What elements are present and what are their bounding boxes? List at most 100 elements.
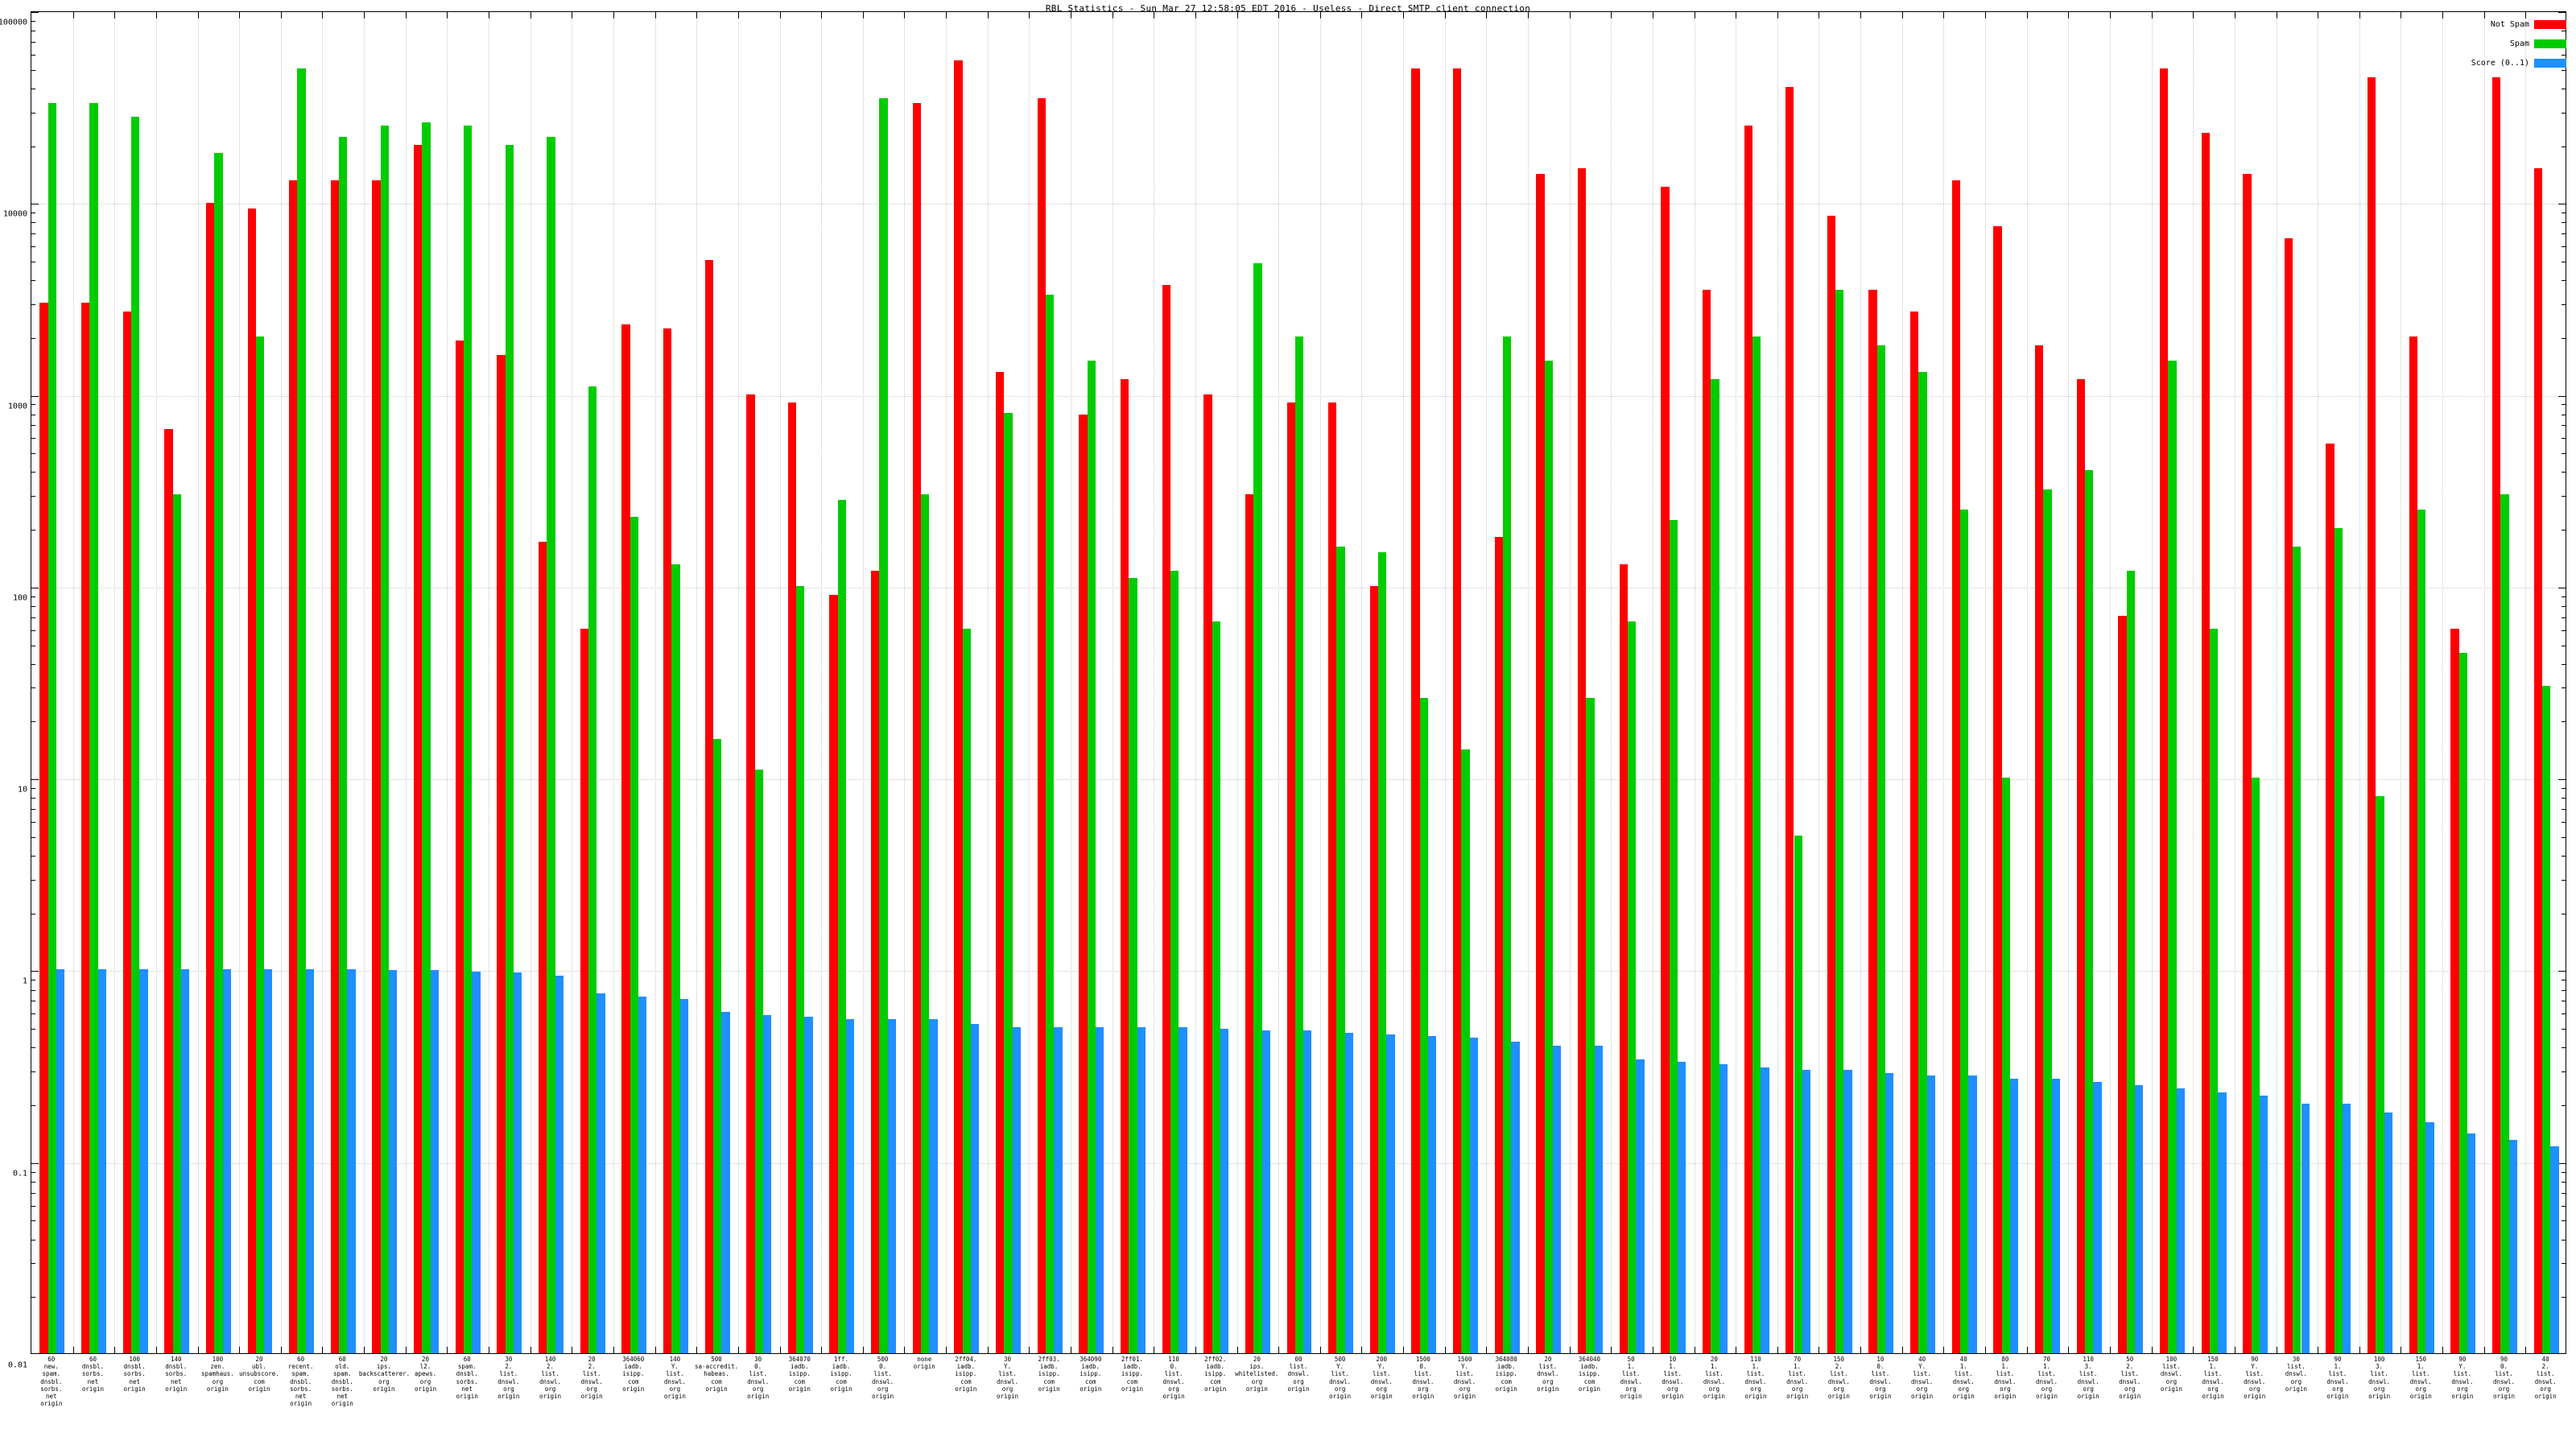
x-axis-tick-top bbox=[280, 12, 282, 19]
x-axis-tick-label: 100 list. dnswl. org origin bbox=[2160, 1356, 2182, 1393]
x-axis-tick bbox=[2442, 1347, 2444, 1353]
y-axis-tick-minor bbox=[31, 69, 35, 71]
bar-notspam bbox=[1245, 494, 1254, 1353]
bar-spam bbox=[1835, 289, 1844, 1353]
y-axis-tick-major bbox=[31, 971, 39, 972]
y-axis-tick-minor bbox=[31, 617, 35, 618]
y-axis-tick-minor bbox=[2562, 836, 2566, 838]
x-axis-tick-label: 2ff02. iadb. isipp. com origin bbox=[1204, 1356, 1227, 1393]
bar-spam bbox=[921, 494, 930, 1353]
bar-score bbox=[1926, 1075, 1936, 1353]
gridline-vertical bbox=[779, 12, 781, 1353]
gridline-vertical bbox=[1985, 12, 1987, 1353]
x-axis-tick-top bbox=[2483, 12, 2485, 19]
bar-notspam bbox=[621, 324, 630, 1353]
bar-spam bbox=[547, 136, 555, 1353]
gridline-vertical bbox=[737, 12, 739, 1353]
bar-spam bbox=[1419, 698, 1429, 1353]
x-axis-tick bbox=[280, 1347, 282, 1353]
x-axis-tick-top bbox=[2359, 12, 2360, 19]
x-axis-tick bbox=[1777, 1347, 1778, 1353]
x-axis-tick-top bbox=[364, 12, 365, 19]
gridline-vertical bbox=[1777, 12, 1778, 1353]
y-axis-tick-minor bbox=[31, 989, 35, 991]
x-axis-tick-label: 90 Y. list. dnswl. org origin bbox=[2244, 1356, 2266, 1401]
bar-notspam bbox=[1619, 564, 1628, 1353]
y-axis-tick-minor bbox=[31, 222, 35, 224]
gridline-vertical bbox=[364, 12, 365, 1353]
bar-score bbox=[971, 1024, 980, 1353]
x-axis-tick-top bbox=[821, 12, 823, 19]
legend-color-swatch bbox=[2534, 19, 2566, 29]
bar-notspam bbox=[2450, 628, 2459, 1353]
gridline-vertical bbox=[280, 12, 282, 1353]
y-axis-tick-label: 10 bbox=[17, 785, 27, 795]
gridline-vertical bbox=[1611, 12, 1612, 1353]
y-axis-tick-minor bbox=[2562, 1263, 2566, 1265]
x-axis-tick-top bbox=[654, 12, 656, 19]
y-axis-tick-minor bbox=[31, 246, 35, 248]
x-axis-tick-label: 50 2. list. dnswl. org origin bbox=[2119, 1356, 2141, 1401]
y-axis-tick-minor bbox=[2562, 496, 2566, 497]
bar-spam bbox=[1627, 621, 1637, 1353]
y-axis-tick-minor bbox=[31, 855, 35, 857]
bar-score bbox=[1012, 1027, 1021, 1353]
x-axis-tick bbox=[114, 1347, 116, 1353]
bar-score bbox=[472, 971, 481, 1353]
gridline-vertical bbox=[2359, 12, 2360, 1353]
bar-notspam bbox=[954, 60, 963, 1353]
bar-score bbox=[97, 969, 106, 1353]
bar-notspam bbox=[746, 394, 755, 1353]
bar-spam bbox=[2458, 652, 2468, 1353]
bar-notspam bbox=[663, 328, 672, 1353]
x-axis-tick-top bbox=[1611, 12, 1612, 19]
bar-spam bbox=[1711, 378, 1719, 1353]
y-axis-tick-minor bbox=[31, 438, 35, 440]
gridline-vertical bbox=[197, 12, 199, 1353]
x-axis-tick bbox=[737, 1347, 739, 1353]
x-axis-tick-top bbox=[696, 12, 698, 19]
x-axis-tick-label: 20 1. list. dnswl. org origin bbox=[1703, 1356, 1725, 1401]
y-axis-tick-minor bbox=[2562, 425, 2566, 427]
gridline-vertical bbox=[904, 12, 906, 1353]
x-axis-tick-label: 90 Y. list. dnswl. org origin bbox=[2451, 1356, 2474, 1401]
x-axis-tick bbox=[1486, 1347, 1488, 1353]
bar-notspam bbox=[1494, 537, 1504, 1353]
legend-label: Spam bbox=[2509, 39, 2529, 48]
x-axis-tick bbox=[2026, 1347, 2028, 1353]
bar-notspam bbox=[2533, 168, 2542, 1353]
gridline-vertical bbox=[1236, 12, 1238, 1353]
bar-spam bbox=[1669, 520, 1678, 1353]
y-axis-tick-minor bbox=[2562, 855, 2566, 857]
bar-notspam bbox=[497, 354, 506, 1353]
bar-spam bbox=[1918, 372, 1927, 1353]
x-axis-tick bbox=[364, 1347, 365, 1353]
y-axis-tick-minor bbox=[2562, 233, 2566, 235]
legend-color-swatch bbox=[2534, 39, 2566, 48]
bar-spam bbox=[1794, 835, 1802, 1353]
x-axis-tick bbox=[1569, 1347, 1571, 1353]
x-axis-tick bbox=[2109, 1347, 2111, 1353]
bar-score bbox=[762, 1014, 772, 1353]
bar-spam bbox=[1544, 360, 1553, 1353]
x-axis-tick-label: 30 Y. list. dnswl. org origin bbox=[996, 1356, 1019, 1401]
y-axis-tick-minor bbox=[31, 1171, 35, 1173]
x-axis-tick-label: 50 1. list. dnswl. org origin bbox=[1620, 1356, 1642, 1401]
bar-spam bbox=[2168, 360, 2177, 1353]
x-axis-tick-label: 140 dnsbl. sorbs. net origin bbox=[165, 1356, 188, 1393]
bar-notspam bbox=[2409, 336, 2418, 1353]
bar-score bbox=[2467, 1133, 2476, 1353]
legend-score: Score (0..1) bbox=[2446, 53, 2566, 72]
x-axis-tick bbox=[1444, 1347, 1446, 1353]
bar-score bbox=[2550, 1146, 2559, 1353]
bar-score bbox=[846, 1019, 855, 1353]
x-axis-tick bbox=[696, 1347, 698, 1353]
bar-notspam bbox=[455, 341, 464, 1353]
bar-notspam bbox=[1577, 168, 1587, 1353]
bar-notspam bbox=[1453, 68, 1462, 1353]
bar-spam bbox=[630, 516, 638, 1353]
x-axis-tick bbox=[1985, 1347, 1987, 1353]
y-axis-tick-minor bbox=[2562, 404, 2566, 406]
x-axis-tick-top bbox=[322, 12, 324, 19]
gridline-vertical bbox=[1444, 12, 1446, 1353]
